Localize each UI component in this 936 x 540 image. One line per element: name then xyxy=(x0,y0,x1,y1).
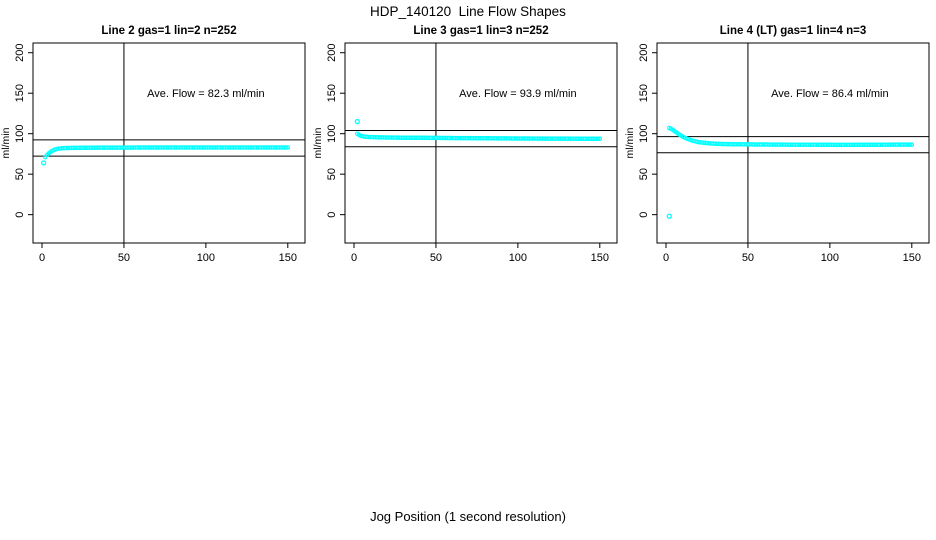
ave-flow-annotation: Ave. Flow = 93.9 ml/min xyxy=(459,88,576,100)
ave-flow-annotation: Ave. Flow = 86.4 ml/min xyxy=(771,88,888,100)
y-tick-label: 100 xyxy=(326,125,338,143)
outlier-data-point xyxy=(354,118,360,125)
data-point xyxy=(909,142,915,147)
y-tick-label: 200 xyxy=(14,44,26,62)
x-tick-label: 0 xyxy=(39,252,45,264)
x-tick-label: 0 xyxy=(351,252,357,264)
x-tick-label: 100 xyxy=(821,252,839,264)
panel-title: Line 4 (LT) gas=1 lin=4 n=3 xyxy=(720,25,866,37)
ave-flow-annotation: Ave. Flow = 82.3 ml/min xyxy=(147,88,264,100)
plot-box xyxy=(32,42,306,244)
data-point xyxy=(597,136,603,142)
plot-box xyxy=(344,42,618,244)
y-axis-label: ml/min xyxy=(624,127,636,158)
y-tick-label: 150 xyxy=(14,84,26,102)
y-tick-label: 50 xyxy=(326,168,338,180)
y-tick-label: 50 xyxy=(638,168,650,180)
figure-title: HDP_140120 Line Flow Shapes xyxy=(370,4,566,19)
y-tick-label: 200 xyxy=(638,44,650,62)
y-tick-label: 150 xyxy=(638,84,650,102)
y-tick-label: 100 xyxy=(14,125,26,143)
x-tick-label: 100 xyxy=(197,252,215,264)
outlier-data-point xyxy=(41,160,47,166)
x-tick-label: 0 xyxy=(663,252,669,264)
x-tick-label: 150 xyxy=(279,252,297,264)
x-tick-label: 150 xyxy=(903,252,921,264)
data-point xyxy=(595,136,601,142)
x-tick-label: 50 xyxy=(118,252,130,264)
figure-x-axis-label: Jog Position (1 second resolution) xyxy=(370,509,566,524)
y-tick-label: 0 xyxy=(14,212,26,218)
panel-title: Line 2 gas=1 lin=2 n=252 xyxy=(101,25,236,37)
panel-line-3: Line 3 gas=1 lin=3 n=252 0 50 100 150 0 50 100 1… xyxy=(312,25,618,264)
outlier-data-point xyxy=(666,213,672,219)
data-point xyxy=(907,142,913,147)
x-tick-label: 50 xyxy=(742,252,754,264)
y-tick-label: 50 xyxy=(14,168,26,180)
y-axis-label: ml/min xyxy=(0,127,12,158)
data-point xyxy=(283,145,289,150)
panel-line-4: Line 4 (LT) gas=1 lin=4 n=3 0 50 100 150 0 50 1… xyxy=(624,25,930,264)
y-tick-label: 100 xyxy=(638,125,650,143)
y-tick-label: 150 xyxy=(326,84,338,102)
panel-title: Line 3 gas=1 lin=3 n=252 xyxy=(413,25,548,37)
plot-box xyxy=(656,42,930,244)
y-tick-label: 200 xyxy=(326,44,338,62)
x-tick-label: 100 xyxy=(509,252,527,264)
data-point xyxy=(285,145,291,150)
x-tick-label: 50 xyxy=(430,252,442,264)
y-axis-label: ml/min xyxy=(312,127,324,158)
panel-line-2: Line 2 gas=1 lin=2 n=252 0 50 100 150 0 50 100 1… xyxy=(0,25,306,264)
y-tick-label: 0 xyxy=(638,212,650,218)
y-tick-label: 0 xyxy=(326,212,338,218)
x-tick-label: 150 xyxy=(591,252,609,264)
